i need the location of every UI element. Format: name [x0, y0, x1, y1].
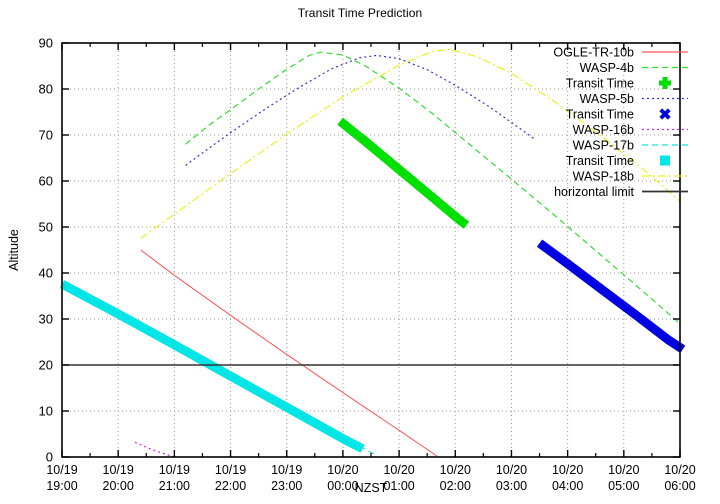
series-line [536, 239, 686, 354]
y-axis-tick-label: 0 [46, 450, 53, 465]
legend-label: WASP-18b [573, 170, 634, 184]
x-axis-tick-label: 10/19 19:00 [46, 463, 77, 493]
legend-label: Transit Time [566, 154, 634, 168]
series-line [140, 48, 681, 239]
x-axis-tick-label: 10/19 20:00 [103, 463, 134, 493]
y-axis-tick-label: 20 [39, 358, 53, 373]
x-tick-date: 10/20 [383, 463, 414, 477]
x-tick-time: 02:00 [440, 479, 471, 493]
y-axis-tick-label: 80 [39, 82, 53, 97]
y-axis-tick-label: 60 [39, 174, 53, 189]
series-line [134, 441, 175, 458]
legend-label: WASP-5b [580, 92, 634, 106]
x-axis-tick-label: 10/20 01:00 [383, 463, 414, 493]
series-line [140, 249, 439, 458]
x-tick-time: 22:00 [215, 479, 246, 493]
legend-cross-marker [659, 108, 671, 120]
x-tick-date: 10/19 [271, 463, 302, 477]
x-tick-time: 23:00 [271, 479, 302, 493]
legend-item: Transit Time [566, 77, 671, 91]
x-tick-time: 21:00 [159, 479, 190, 493]
series-line [185, 51, 681, 325]
x-tick-time: 04:00 [552, 479, 583, 493]
y-axis-tick-label: 90 [39, 36, 53, 51]
x-axis-tick-labels: 10/19 19:00 10/19 20:00 10/19 21:00 10/19 22:00… [46, 463, 695, 493]
y-axis-tick-label: 70 [39, 128, 53, 143]
x-tick-date: 10/20 [552, 463, 583, 477]
y-axis-tick-label: 30 [39, 312, 53, 327]
x-tick-date: 10/19 [46, 463, 77, 477]
x-tick-date: 10/20 [664, 463, 695, 477]
x-tick-date: 10/20 [496, 463, 527, 477]
legend-item: Transit Time [566, 154, 670, 168]
legend-item: WASP-5b [580, 92, 688, 106]
y-axis-tick-label: 40 [39, 266, 53, 281]
x-axis-tick-label: 10/20 03:00 [496, 463, 527, 493]
x-tick-date: 10/19 [103, 463, 134, 477]
x-tick-time: 20:00 [103, 479, 134, 493]
legend-label: OGLE-TR-10b [553, 46, 634, 60]
legend-item: WASP-16b [573, 123, 688, 137]
legend-square-marker [660, 155, 670, 166]
legend-item: OGLE-TR-10b [553, 46, 688, 60]
x-axis-tick-label: 10/19 22:00 [215, 463, 246, 493]
legend-item: WASP-4b [580, 61, 688, 75]
x-tick-date: 10/20 [327, 463, 358, 477]
legend-item: Transit Time [566, 108, 671, 122]
x-tick-date: 10/20 [440, 463, 471, 477]
x-axis-tick-label: 10/20 04:00 [552, 463, 583, 493]
page-title: Transit Time Prediction [297, 6, 423, 20]
x-axis-tick-label: 10/20 06:00 [664, 463, 695, 493]
legend-label: WASP-4b [580, 61, 634, 75]
y-axis-tick-labels: 0 10 20 30 40 50 60 70 80 90 [39, 36, 53, 465]
legend-item: WASP-18b [573, 170, 688, 184]
y-axis-tick-label: 50 [39, 220, 53, 235]
legend-label: WASP-17b [573, 139, 634, 153]
legend-label: Transit Time [566, 108, 634, 122]
x-tick-time: 19:00 [46, 479, 77, 493]
legend-item: WASP-17b [573, 139, 688, 153]
x-tick-time: 06:00 [664, 479, 695, 493]
x-tick-time: 03:00 [496, 479, 527, 493]
x-axis-tick-label: 10/20 05:00 [608, 463, 639, 493]
x-tick-time: 05:00 [608, 479, 639, 493]
legend-label: horizontal limit [554, 185, 634, 199]
x-tick-date: 10/19 [215, 463, 246, 477]
x-axis-tick-label: 10/19 23:00 [271, 463, 302, 493]
x-tick-date: 10/19 [159, 463, 190, 477]
series-line [337, 117, 470, 229]
x-axis-tick-label: 10/20 02:00 [440, 463, 471, 493]
x-axis-tick-label: 10/20 00:00 [327, 463, 358, 493]
legend-label: Transit Time [566, 77, 634, 91]
y-axis-tick-label: 10 [39, 404, 53, 419]
x-tick-time: 01:00 [383, 479, 414, 493]
x-axis-tick-label: 10/19 21:00 [159, 463, 190, 493]
axes-layer [61, 42, 681, 458]
series-line [59, 280, 365, 453]
y-axis-title: Altitude [7, 229, 21, 271]
x-tick-date: 10/20 [608, 463, 639, 477]
data-series-layer [59, 48, 686, 458]
legend-item: horizontal limit [554, 185, 688, 199]
series-line [185, 54, 535, 166]
legend-plus-marker [659, 77, 671, 89]
legend-label: WASP-16b [573, 123, 634, 137]
x-axis-title: NZST [355, 481, 388, 495]
x-tick-time: 00:00 [327, 479, 358, 493]
